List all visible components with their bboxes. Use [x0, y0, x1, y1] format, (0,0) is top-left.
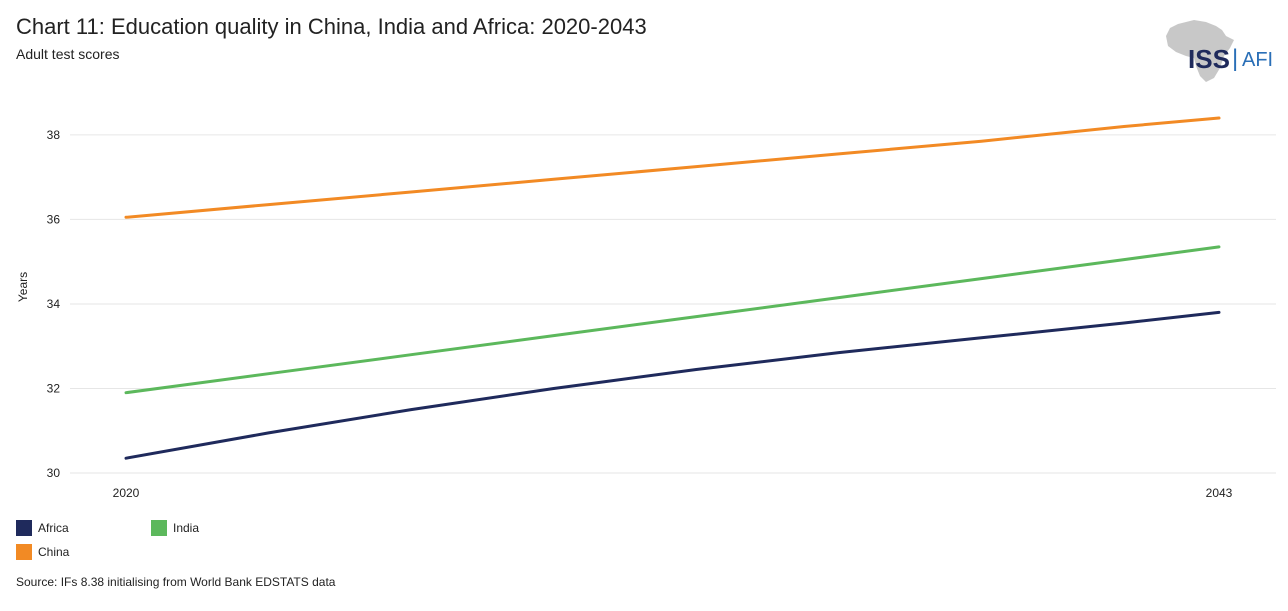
legend-swatch-africa — [16, 520, 32, 536]
y-tick-label: 36 — [47, 212, 61, 226]
chart-title: Chart 11: Education quality in China, In… — [16, 14, 647, 39]
legend-item-africa[interactable]: Africa — [16, 520, 69, 536]
iss-afi-logo: ISS | AFI — [1166, 20, 1273, 82]
chart-legend: Africa India China — [16, 520, 416, 568]
source-note: Source: IFs 8.38 initialising from World… — [16, 575, 336, 589]
series-line-china[interactable] — [124, 116, 1221, 219]
series-line-africa[interactable] — [124, 310, 1221, 460]
legend-label-africa: Africa — [38, 521, 69, 535]
axis-layer: 30 32 34 36 38 2020 2043 Years — [16, 128, 1233, 500]
legend-item-china[interactable]: China — [16, 544, 69, 560]
y-axis-label: Years — [16, 272, 30, 302]
x-tick-label: 2043 — [1206, 486, 1233, 500]
y-tick-label: 30 — [47, 466, 61, 480]
legend-label-china: China — [38, 545, 70, 559]
y-tick-label: 34 — [47, 297, 61, 311]
legend-swatch-china — [16, 544, 32, 560]
africa-map-icon — [1166, 20, 1234, 82]
logo-separator: | — [1232, 45, 1238, 72]
logo-iss-text: ISS — [1188, 44, 1230, 74]
logo-afi-text: AFI — [1242, 49, 1273, 71]
grid-layer — [70, 134, 1276, 474]
series-layer — [124, 116, 1221, 460]
legend-swatch-india — [151, 520, 167, 536]
y-tick-label: 32 — [47, 381, 61, 395]
legend-label-india: India — [173, 521, 200, 535]
legend-item-india[interactable]: India — [151, 520, 199, 536]
y-tick-label: 38 — [47, 128, 61, 142]
x-tick-label: 2020 — [113, 486, 140, 500]
series-line-india[interactable] — [124, 245, 1221, 395]
chart-subtitle: Adult test scores — [16, 46, 120, 62]
